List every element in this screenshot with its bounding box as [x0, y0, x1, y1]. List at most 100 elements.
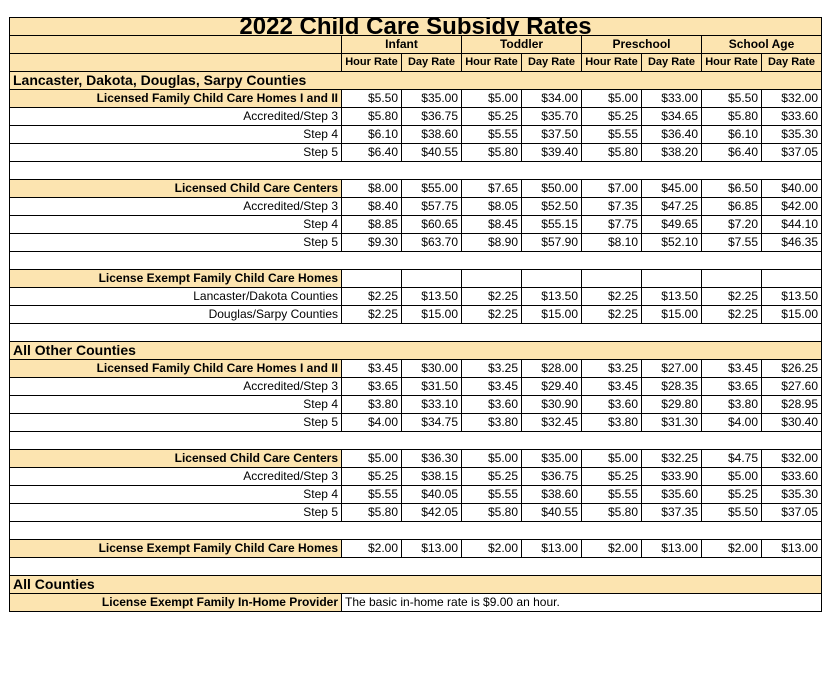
hour-rate-header: Hour Rate [581, 53, 642, 72]
day-rate-cell: $32.00 [761, 449, 822, 468]
hour-rate-cell: $2.25 [341, 287, 402, 306]
day-rate-header: Day Rate [641, 53, 702, 72]
page-title: 2022 Child Care Subsidy Rates [9, 17, 822, 36]
hour-rate-cell: $3.80 [701, 395, 762, 414]
table-row: Licensed Child Care Centers $5.00 $36.30 $5… [9, 449, 822, 468]
day-rate-cell: $34.65 [641, 107, 702, 126]
table-row: Licensed Family Child Care Homes I and I… [9, 359, 822, 378]
subsidy-rates-table: 2022 Child Care Subsidy Rates Infant Tod… [9, 17, 822, 612]
hour-rate-cell: $5.80 [581, 503, 642, 522]
day-rate-cell: $13.00 [401, 539, 462, 558]
table-row: Step 5 $6.40 $40.55 $5.80 $39.40 $5.80 $38.20 $… [9, 143, 822, 162]
day-rate-cell: $35.60 [641, 485, 702, 504]
day-rate-cell: $32.25 [641, 449, 702, 468]
hour-rate-cell: $6.85 [701, 197, 762, 216]
day-rate-cell: $35.30 [761, 125, 822, 144]
day-rate-cell: $33.10 [401, 395, 462, 414]
hour-rate-cell: $2.25 [701, 287, 762, 306]
day-rate-cell: $35.00 [521, 449, 582, 468]
table-row: Step 5 $4.00 $34.75 $3.80 $32.45 $3.80 $31.30 $… [9, 413, 822, 432]
row-label: License Exempt Family In-Home Provider [9, 593, 342, 612]
age-group-school-age: School Age [701, 35, 822, 54]
day-rate-cell: $31.30 [641, 413, 702, 432]
hour-rate-cell: $3.45 [581, 377, 642, 396]
day-rate-cell: $46.35 [761, 233, 822, 252]
hour-rate-cell: $2.25 [341, 305, 402, 324]
day-rate-cell: $13.50 [401, 287, 462, 306]
day-rate-cell: $27.00 [641, 359, 702, 378]
hour-rate-cell: $5.25 [581, 467, 642, 486]
hour-rate-cell: $5.80 [581, 143, 642, 162]
hour-rate-cell [701, 269, 762, 288]
age-group-toddler: Toddler [461, 35, 582, 54]
day-rate-cell: $36.30 [401, 449, 462, 468]
day-rate-cell: $50.00 [521, 179, 582, 198]
day-rate-cell: $37.35 [641, 503, 702, 522]
hour-rate-cell: $3.65 [341, 377, 402, 396]
day-rate-cell: $30.00 [401, 359, 462, 378]
hour-rate-cell: $5.00 [581, 449, 642, 468]
day-rate-cell: $13.00 [761, 539, 822, 558]
hour-rate-header: Hour Rate [341, 53, 402, 72]
hour-rate-cell: $5.00 [341, 449, 402, 468]
hour-rate-cell: $8.10 [581, 233, 642, 252]
day-rate-cell: $40.05 [401, 485, 462, 504]
hour-rate-cell: $3.80 [581, 413, 642, 432]
day-rate-cell [641, 269, 702, 288]
hour-rate-cell: $5.00 [461, 89, 522, 108]
hour-rate-cell: $8.40 [341, 197, 402, 216]
table-row: Douglas/Sarpy Counties $2.25 $15.00 $2.25 $1… [9, 305, 822, 324]
title-row: 2022 Child Care Subsidy Rates [9, 17, 822, 36]
hour-rate-cell: $5.00 [461, 449, 522, 468]
day-rate-cell: $13.50 [521, 287, 582, 306]
hour-rate-cell: $6.40 [701, 143, 762, 162]
hour-rate-cell: $8.05 [461, 197, 522, 216]
spacer-row [9, 161, 822, 180]
day-rate-cell: $52.50 [521, 197, 582, 216]
day-rate-cell: $28.35 [641, 377, 702, 396]
hour-rate-cell: $5.55 [461, 485, 522, 504]
day-rate-cell: $34.75 [401, 413, 462, 432]
day-rate-cell: $32.45 [521, 413, 582, 432]
hour-rate-cell: $2.00 [581, 539, 642, 558]
table-body: 2022 Child Care Subsidy Rates Infant Tod… [9, 17, 822, 612]
spacer-cell [9, 557, 822, 576]
day-rate-cell: $40.55 [401, 143, 462, 162]
hour-rate-cell: $8.00 [341, 179, 402, 198]
hour-rate-cell: $5.55 [341, 485, 402, 504]
day-rate-cell: $15.00 [521, 305, 582, 324]
day-rate-cell: $39.40 [521, 143, 582, 162]
hour-rate-cell: $6.10 [701, 125, 762, 144]
hour-rate-cell: $5.25 [461, 467, 522, 486]
row-label: Step 5 [9, 503, 342, 522]
section-heading-row: All Counties [9, 575, 822, 594]
hour-rate-cell: $5.00 [701, 467, 762, 486]
table-row: Accredited/Step 3 $5.80 $36.75 $5.25 $35.70 $… [9, 107, 822, 126]
day-rate-cell: $44.10 [761, 215, 822, 234]
hour-rate-cell: $5.25 [581, 107, 642, 126]
day-rate-cell: $42.00 [761, 197, 822, 216]
day-rate-cell: $33.00 [641, 89, 702, 108]
hour-rate-cell: $3.45 [701, 359, 762, 378]
day-rate-cell: $35.70 [521, 107, 582, 126]
hour-rate-cell: $2.25 [461, 305, 522, 324]
row-label: Licensed Family Child Care Homes I and I… [9, 359, 342, 378]
hour-rate-cell [581, 269, 642, 288]
day-rate-cell: $27.60 [761, 377, 822, 396]
hour-rate-header: Hour Rate [461, 53, 522, 72]
hour-rate-cell: $3.60 [581, 395, 642, 414]
hour-rate-cell: $3.45 [341, 359, 402, 378]
hour-rate-cell: $3.25 [461, 359, 522, 378]
hour-rate-cell: $2.25 [581, 287, 642, 306]
section-heading: All Other Counties [9, 341, 822, 360]
row-label: License Exempt Family Child Care Homes [9, 539, 342, 558]
day-rate-cell: $13.50 [641, 287, 702, 306]
hour-rate-cell: $8.85 [341, 215, 402, 234]
hour-rate-cell: $3.80 [341, 395, 402, 414]
day-rate-cell: $33.60 [761, 107, 822, 126]
day-rate-cell: $57.90 [521, 233, 582, 252]
hour-rate-cell: $5.80 [461, 143, 522, 162]
age-group-header-row: Infant Toddler Preschool School Age [9, 35, 822, 54]
day-rate-cell: $42.05 [401, 503, 462, 522]
hour-rate-cell: $2.25 [461, 287, 522, 306]
